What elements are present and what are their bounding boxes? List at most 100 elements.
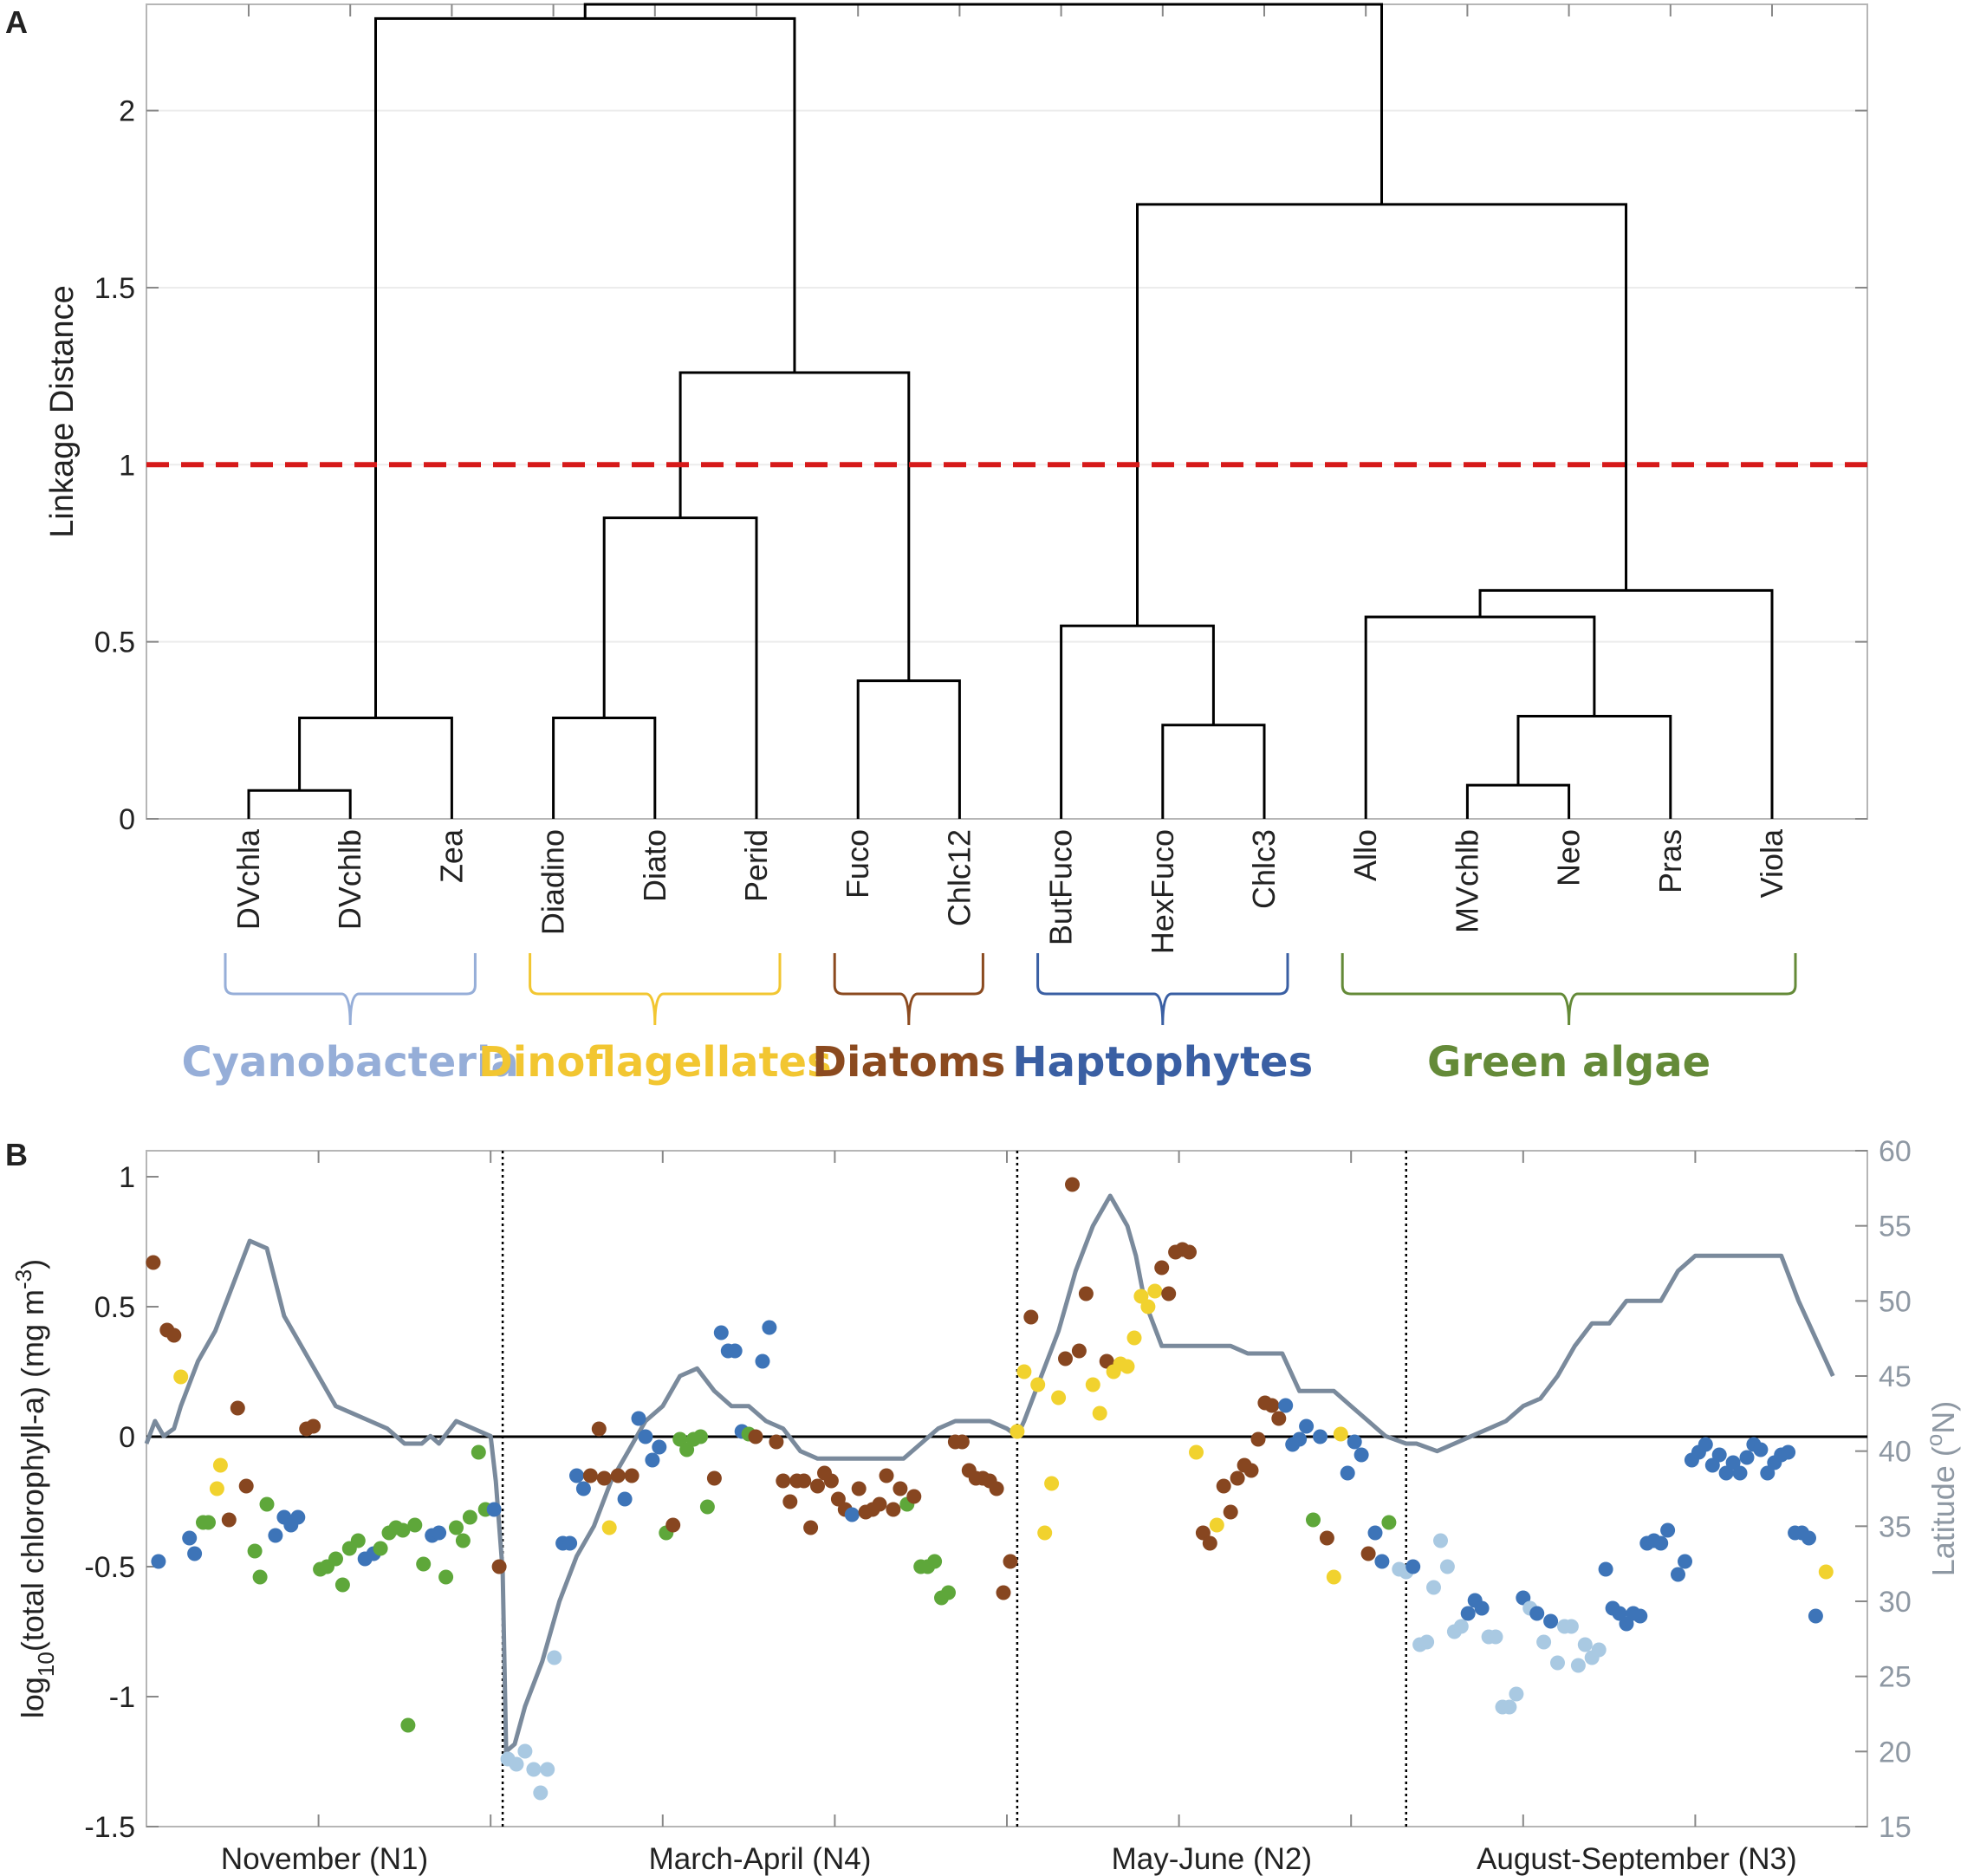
chl-point	[569, 1468, 584, 1483]
chl-point	[1671, 1567, 1685, 1582]
chl-point	[1016, 1364, 1032, 1379]
period-label: May-June (N2)	[1112, 1842, 1312, 1876]
chl-point	[1147, 1283, 1163, 1299]
panel-a: A 00.511.52 Linkage Distance DVchla DVchl…	[5, 3, 1868, 1087]
chl-point	[927, 1554, 943, 1569]
chl-point	[1216, 1478, 1231, 1494]
chl-point	[166, 1327, 182, 1343]
chl-point	[438, 1569, 454, 1585]
chl-point	[706, 1470, 722, 1486]
chl-point	[1374, 1554, 1390, 1569]
chl-point	[1660, 1522, 1676, 1538]
chl-point	[638, 1429, 653, 1444]
group-label: Diatoms	[812, 1038, 1005, 1087]
chl-point	[1126, 1330, 1142, 1346]
chl-point	[395, 1522, 411, 1538]
chl-point	[851, 1481, 867, 1496]
chl-point	[432, 1525, 447, 1541]
chl-point	[1405, 1559, 1421, 1574]
chl-point	[1488, 1629, 1503, 1645]
chl-point	[582, 1468, 598, 1483]
chl-point	[645, 1452, 660, 1468]
chl-point	[1161, 1286, 1177, 1302]
leaf-label: Diadino	[536, 829, 571, 935]
chl-point	[1367, 1525, 1383, 1541]
chl-point	[1419, 1634, 1435, 1650]
chl-point	[1619, 1616, 1634, 1632]
chl-point	[989, 1481, 1004, 1496]
chl-point	[1299, 1418, 1315, 1434]
chl-point	[769, 1434, 784, 1450]
chl-point	[1333, 1426, 1348, 1442]
chl-point	[1319, 1530, 1334, 1546]
chl-point	[776, 1473, 791, 1489]
chl-point	[1739, 1450, 1755, 1465]
chl-point	[328, 1551, 343, 1567]
chl-point	[1760, 1465, 1776, 1481]
right-y-tick-label: 45	[1879, 1360, 1912, 1393]
chl-point	[1189, 1444, 1204, 1460]
right-y-tick-label: 20	[1879, 1736, 1912, 1769]
chl-point	[1653, 1535, 1669, 1551]
chl-point	[1536, 1634, 1552, 1650]
chl-point	[350, 1533, 366, 1548]
chl-point	[187, 1546, 203, 1561]
chl-point	[872, 1496, 887, 1512]
chl-point	[610, 1468, 626, 1483]
left-y-tick-label: -1.5	[84, 1811, 135, 1844]
dendrogram-links	[247, 3, 1774, 819]
period-label: November (N1)	[221, 1842, 428, 1876]
y-tick-label: 2	[119, 95, 135, 128]
chl-point	[1543, 1613, 1559, 1629]
chl-point	[782, 1494, 798, 1509]
leaf-label: Allo	[1347, 829, 1383, 881]
chl-point	[1704, 1457, 1720, 1473]
chl-point	[252, 1569, 268, 1585]
group-brace	[833, 953, 984, 1026]
leaf-label: HexFuco	[1145, 829, 1180, 954]
chl-point	[996, 1585, 1011, 1600]
chl-point	[1502, 1699, 1517, 1715]
chl-point	[1570, 1658, 1586, 1673]
chl-point	[1030, 1377, 1046, 1392]
leaf-label: Perid	[738, 829, 774, 902]
dendrogram-link	[583, 3, 1384, 204]
y-tick-label: 0.5	[94, 626, 135, 659]
group-label: Green algae	[1427, 1038, 1711, 1087]
chl-point	[455, 1533, 471, 1548]
right-y-tick-label: 30	[1879, 1586, 1912, 1619]
left-y-tick-label: 0	[119, 1421, 135, 1454]
chl-point	[1698, 1437, 1713, 1452]
right-y-tick-label: 15	[1879, 1811, 1912, 1844]
dendrogram-link	[1516, 714, 1672, 819]
group-brace	[1341, 953, 1797, 1026]
chl-point	[893, 1481, 908, 1496]
chl-point	[699, 1499, 715, 1515]
chl-point	[1044, 1476, 1060, 1491]
dendrogram-link	[602, 516, 758, 819]
dendrogram-gridlines	[146, 109, 1867, 643]
chl-point	[373, 1541, 388, 1556]
chl-point	[830, 1491, 846, 1507]
chl-point	[1439, 1559, 1455, 1574]
chl-point	[1732, 1465, 1748, 1481]
right-y-tick-label: 50	[1879, 1285, 1912, 1318]
chl-point	[631, 1411, 646, 1426]
chl-point	[151, 1554, 166, 1569]
chl-point	[1092, 1405, 1107, 1421]
period-labels: November (N1) March-April (N4) May-June (N…	[221, 1842, 1797, 1876]
chl-point	[810, 1478, 825, 1494]
chl-point	[1278, 1398, 1294, 1413]
chl-point	[1509, 1686, 1524, 1702]
period-dividers	[501, 1151, 1408, 1827]
chl-point	[1009, 1424, 1025, 1439]
dendrogram-link	[374, 16, 796, 718]
chl-point	[486, 1502, 502, 1517]
latitude-line	[144, 1193, 1835, 1754]
dendrogram-y-ticks: 0 0.5 1 1.5 2	[94, 4, 1867, 836]
chl-point	[1460, 1606, 1476, 1621]
panel-label-a: A	[5, 4, 28, 40]
chl-point	[259, 1496, 275, 1512]
